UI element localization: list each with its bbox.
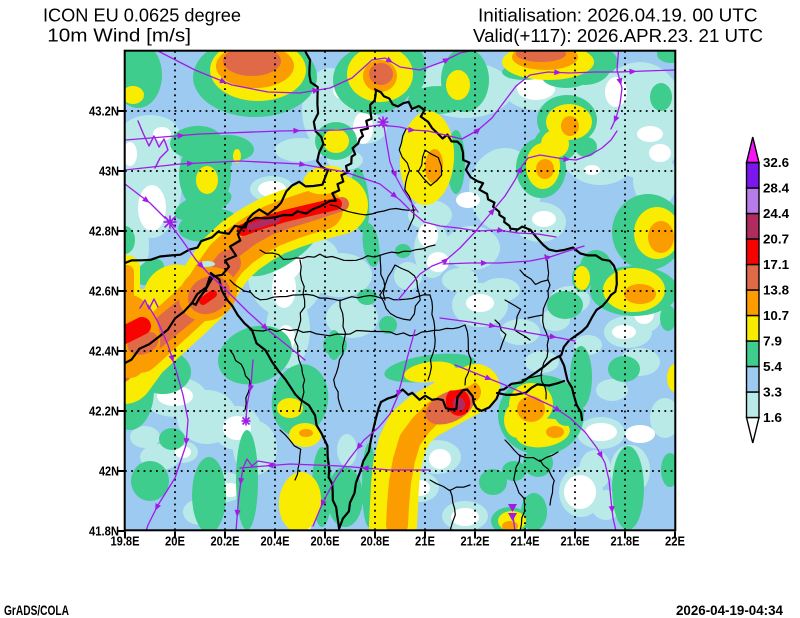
svg-text:13.8: 13.8 — [763, 283, 789, 298]
svg-text:5.4: 5.4 — [763, 359, 783, 374]
svg-text:42.2N: 42.2N — [89, 404, 119, 419]
svg-text:21.4E: 21.4E — [511, 534, 540, 549]
svg-text:GrADS/COLA: GrADS/COLA — [4, 602, 69, 618]
svg-text:Valid(+117): 2026.APR.23. 21 U: Valid(+117): 2026.APR.23. 21 UTC — [473, 26, 763, 46]
svg-text:43N: 43N — [99, 164, 119, 179]
svg-text:41.8N: 41.8N — [89, 524, 119, 539]
svg-text:20E: 20E — [165, 534, 185, 549]
svg-text:7.9: 7.9 — [763, 334, 782, 349]
svg-text:17.1: 17.1 — [763, 257, 789, 272]
svg-text:20.2E: 20.2E — [211, 534, 240, 549]
svg-text:10.7: 10.7 — [763, 308, 789, 323]
svg-text:24.4: 24.4 — [763, 206, 790, 221]
svg-text:Initialisation: 2026.04.19. 00: Initialisation: 2026.04.19. 00 UTC — [478, 6, 758, 26]
svg-text:42.6N: 42.6N — [89, 284, 119, 299]
svg-text:21.2E: 21.2E — [461, 534, 490, 549]
svg-text:1.6: 1.6 — [763, 410, 782, 425]
svg-text:32.6: 32.6 — [763, 155, 789, 170]
svg-text:10m Wind [m/s]: 10m Wind [m/s] — [47, 26, 191, 46]
svg-text:21.8E: 21.8E — [611, 534, 640, 549]
svg-text:ICON EU 0.0625 degree: ICON EU 0.0625 degree — [43, 6, 241, 26]
svg-text:20.7: 20.7 — [763, 232, 789, 247]
svg-text:42N: 42N — [99, 464, 119, 479]
svg-text:20.6E: 20.6E — [311, 534, 340, 549]
svg-text:43.2N: 43.2N — [89, 104, 119, 119]
svg-text:20.8E: 20.8E — [361, 534, 390, 549]
svg-text:42.8N: 42.8N — [89, 224, 119, 239]
svg-text:28.4: 28.4 — [763, 181, 790, 196]
svg-text:22E: 22E — [665, 534, 685, 549]
svg-text:42.4N: 42.4N — [89, 344, 119, 359]
svg-text:3.3: 3.3 — [763, 385, 782, 400]
svg-text:21E: 21E — [415, 534, 435, 549]
svg-text:19.8E: 19.8E — [111, 534, 140, 549]
svg-text:21.6E: 21.6E — [561, 534, 590, 549]
svg-text:20.4E: 20.4E — [261, 534, 290, 549]
svg-text:2026-04-19-04:34: 2026-04-19-04:34 — [676, 602, 783, 618]
